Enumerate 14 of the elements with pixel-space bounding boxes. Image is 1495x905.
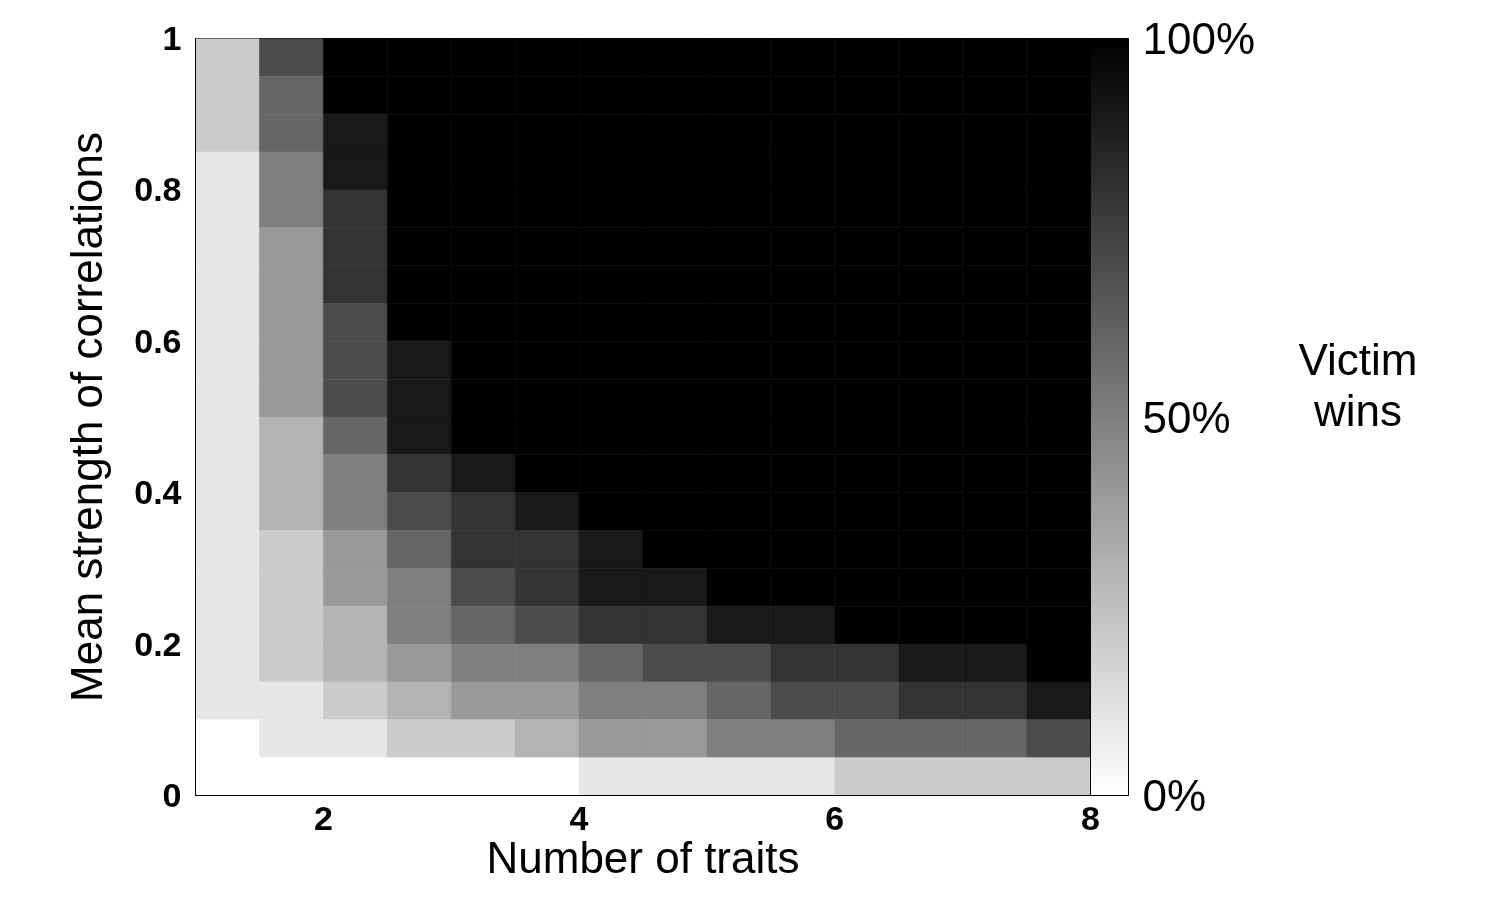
x-tick-label: 8	[1081, 798, 1100, 837]
x-tick-label: 2	[313, 798, 333, 837]
color-bar-label: 100%	[1142, 14, 1256, 63]
x-tick-label: 6	[825, 798, 845, 837]
color-bar-label: 50%	[1142, 392, 1231, 442]
y-tick-label: 0.2	[134, 624, 182, 663]
color-bar-label: 0%	[1142, 771, 1207, 820]
y-tick-label: 0.6	[134, 321, 182, 360]
color-bar-title: Victim wins	[1298, 335, 1418, 437]
y-tick-label: 0.4	[134, 473, 182, 512]
y-tick-label: 0.8	[134, 170, 182, 209]
y-tick-label: 0	[162, 776, 182, 814]
y-axis-title: Mean strength of correlations	[62, 132, 112, 702]
y-tick-label: 1	[162, 19, 182, 57]
